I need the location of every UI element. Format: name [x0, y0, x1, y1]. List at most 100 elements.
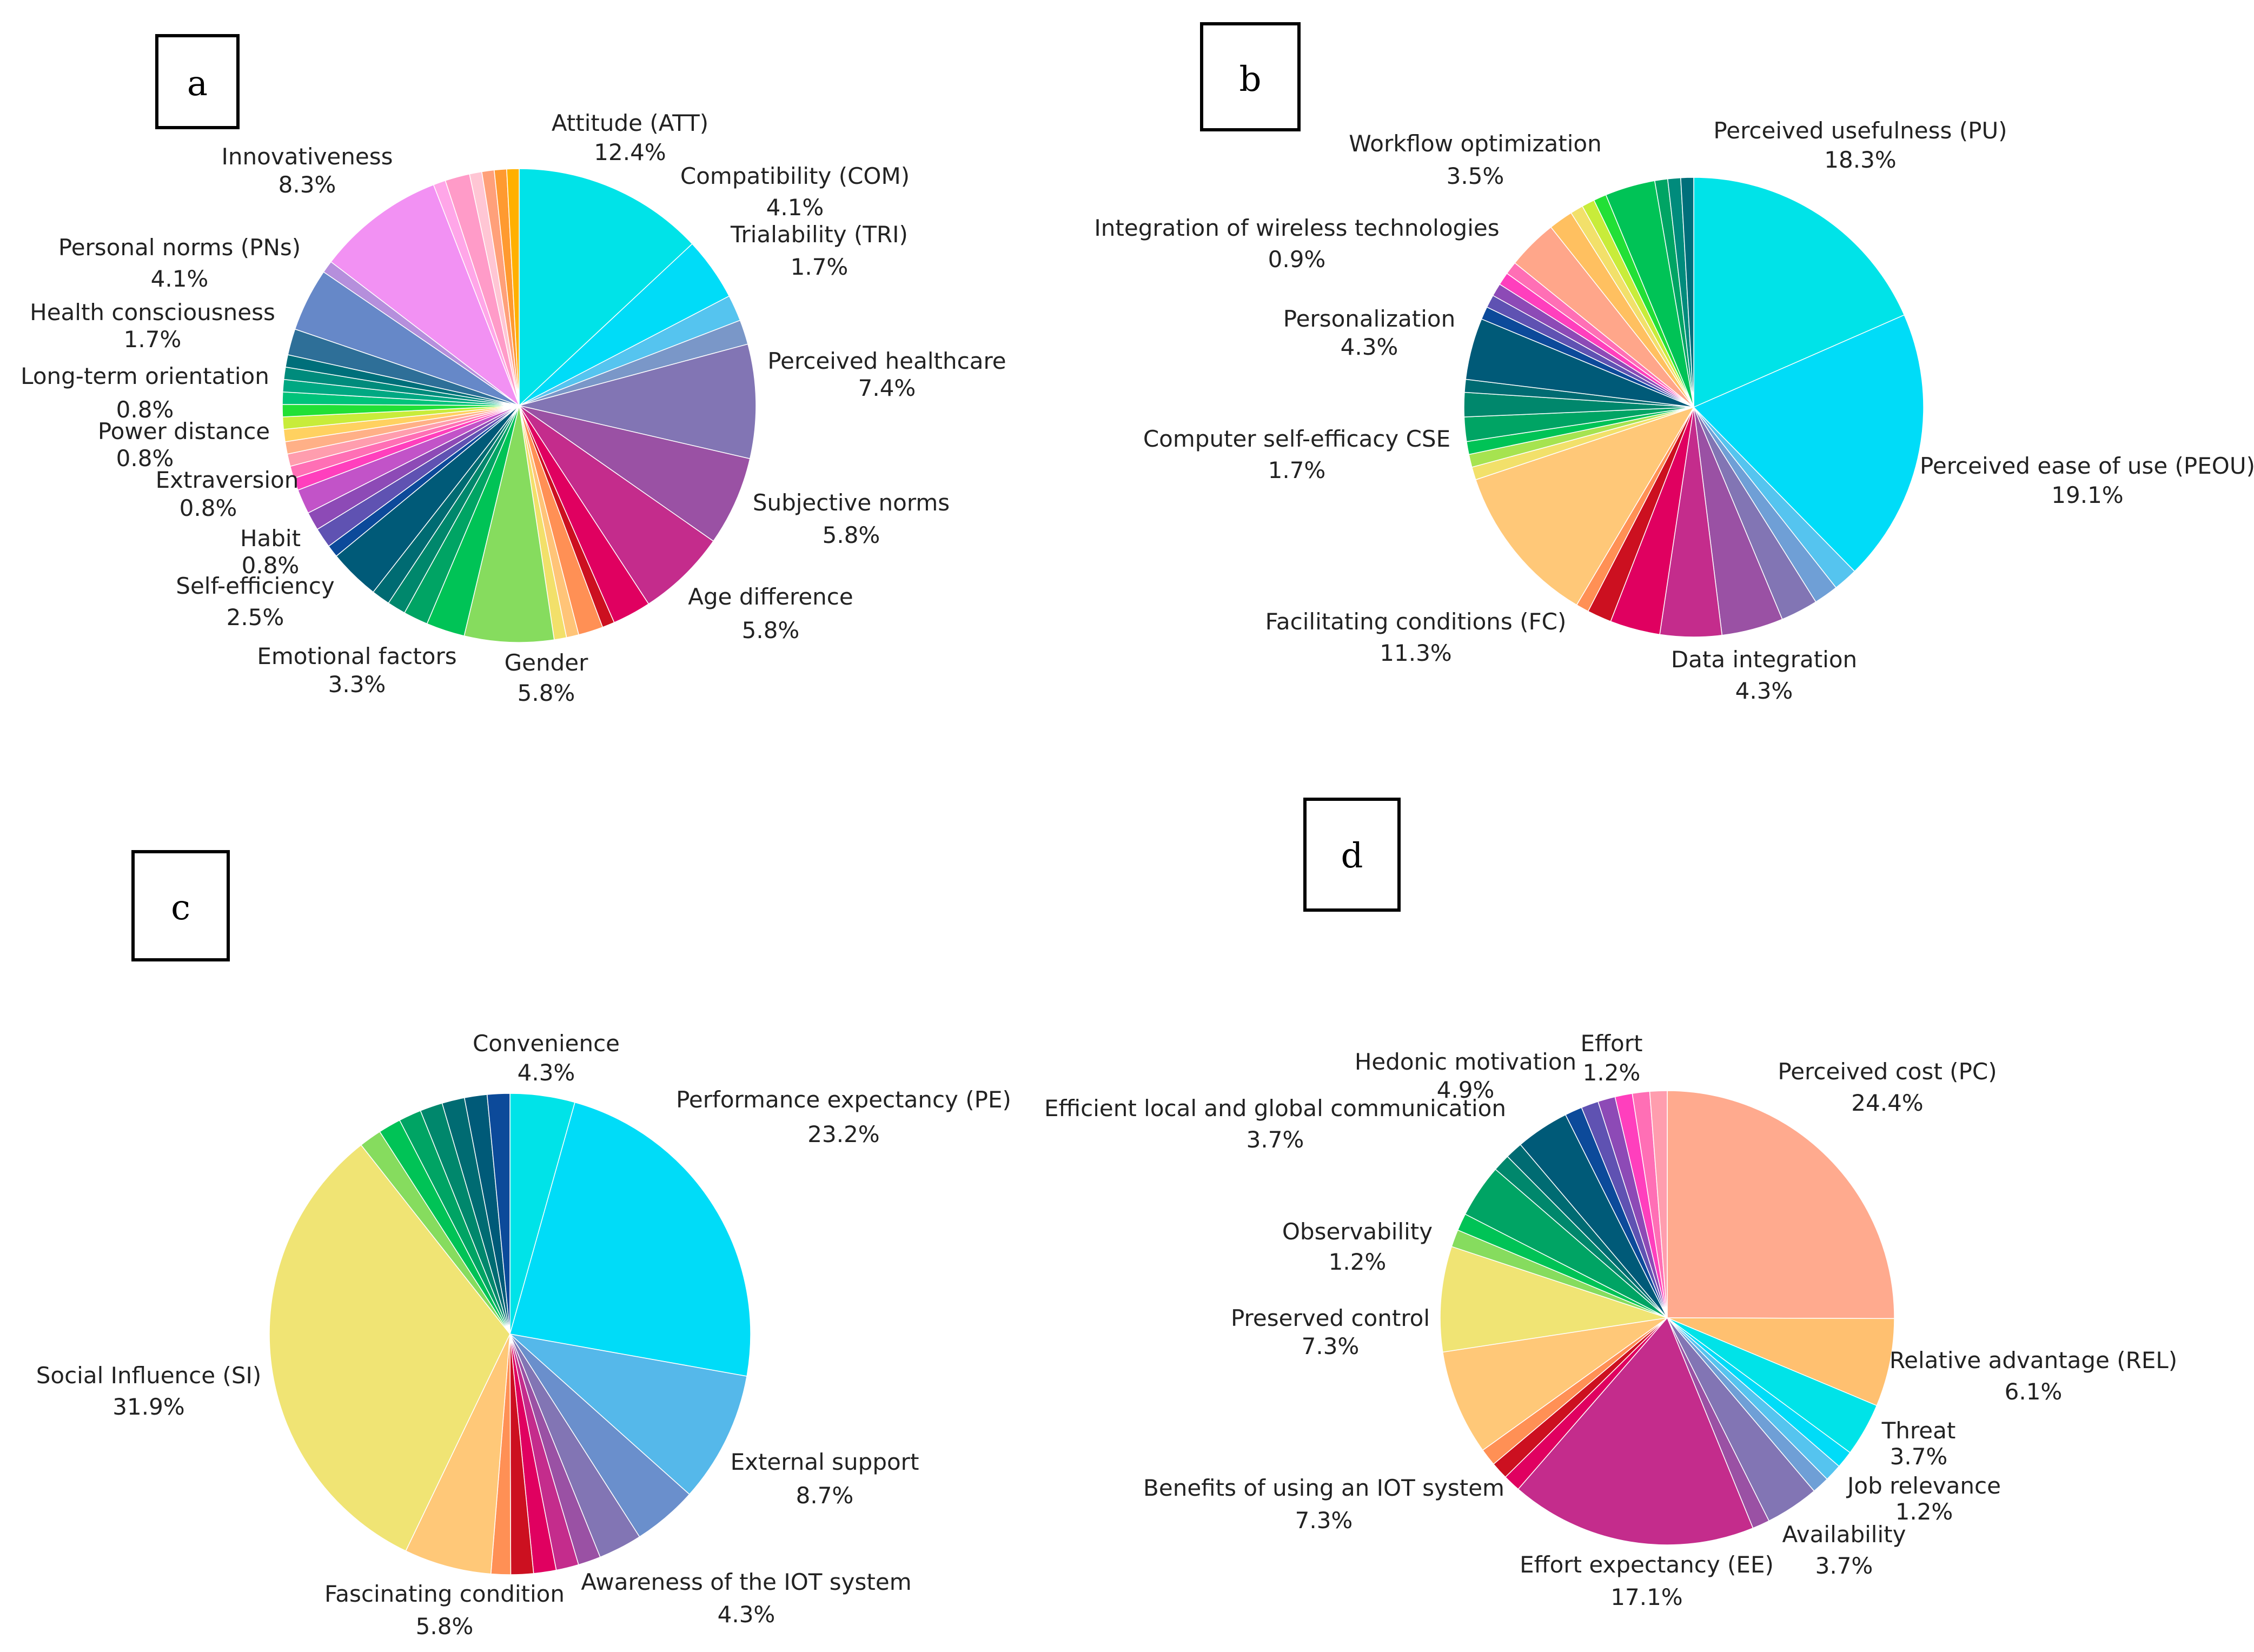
pct-social-influence: 31.9% — [112, 1394, 184, 1420]
label-benefits-iot: Benefits of using an IOT system — [1143, 1475, 1504, 1501]
label-extraversion: Extraversion — [156, 467, 299, 493]
panel-label-b: b — [1239, 59, 1262, 99]
panel-label-c: c — [171, 888, 190, 928]
label-awareness: Awareness of the IOT system — [581, 1569, 911, 1595]
pie-b-slice-facilitating-conditions-fc — [1475, 406, 1695, 606]
pie-b-slice-perceived-usefulness-pu — [1693, 177, 1905, 408]
pct-observability: 1.2% — [1329, 1249, 1387, 1275]
pct-extraversion: 0.8% — [180, 495, 237, 521]
label-hedonic-motivation: Hedonic motivation — [1355, 1049, 1576, 1075]
label-threat: Threat — [1881, 1417, 1956, 1444]
pct-gender: 5.8% — [518, 680, 575, 706]
pct-trialability: 1.7% — [791, 254, 848, 280]
pct-compatibility: 4.1% — [766, 194, 824, 221]
label-availability: Availability — [1782, 1521, 1906, 1548]
pct-awareness: 4.3% — [718, 1601, 775, 1628]
label-habit: Habit — [240, 525, 301, 552]
pie-a-slice-attitude-att — [519, 168, 693, 407]
panel-label-a: a — [187, 64, 208, 104]
pie-c-slice-external-support — [508, 1333, 747, 1495]
label-age-difference: Age difference — [688, 583, 853, 610]
pct-performance-expectancy: 23.2% — [807, 1121, 879, 1147]
pie-chart-d — [1440, 1090, 1895, 1545]
label-personal-norms: Personal norms (PNs) — [58, 234, 301, 261]
pie-d-slice-perceived-cost-pc — [1667, 1090, 1895, 1319]
pie-d-slice-relative-advantage-rel — [1667, 1317, 1895, 1406]
pct-workflow: 3.5% — [1447, 163, 1504, 189]
pie-c-slice-segment-19 — [486, 1093, 511, 1335]
label-relative-advantage: Relative advantage (REL) — [1890, 1347, 2177, 1374]
pie-b-slice-perceived-ease-of-use-peou — [1693, 314, 1924, 572]
pie-b-slice-segment-32 — [1680, 177, 1694, 408]
label-perceived-usefulness: Perceived usefulness (PU) — [1713, 117, 2007, 144]
label-perceived-cost: Perceived cost (PC) — [1778, 1058, 1997, 1085]
pct-preserved-control: 7.3% — [1302, 1333, 1360, 1359]
panel-label-d: d — [1341, 836, 1363, 876]
label-efficient-communication: Efficient local and global communication — [1044, 1095, 1506, 1122]
label-personalization: Personalization — [1283, 306, 1455, 332]
panel-label-a-box: a — [155, 34, 240, 129]
labels-a: Attitude (ATT) 12.4% Compatibility (COM)… — [21, 110, 1006, 706]
pct-effort: 1.2% — [1583, 1059, 1641, 1086]
label-external-support: External support — [731, 1449, 919, 1475]
pct-perceived-healthcare: 7.4% — [858, 375, 916, 401]
pct-attitude: 12.4% — [594, 139, 666, 165]
label-emotional-factors: Emotional factors — [257, 643, 456, 669]
pie-d-slice-segment-26 — [1649, 1090, 1668, 1318]
label-perceived-healthcare: Perceived healthcare — [767, 348, 1006, 374]
pie-c-slice-fascinating-condition — [405, 1333, 511, 1575]
label-gender: Gender — [505, 649, 589, 676]
pct-wireless: 0.9% — [1268, 246, 1326, 273]
pie-a-slice-segment-43 — [506, 168, 520, 406]
pie-chart-a — [282, 168, 757, 643]
panel-label-b-box: b — [1200, 22, 1301, 131]
pct-long-term-orientation: 0.8% — [116, 396, 174, 423]
label-social-influence: Social Influence (SI) — [36, 1362, 262, 1389]
pct-effort-expectancy: 17.1% — [1610, 1584, 1682, 1610]
label-fascinating-condition: Fascinating condition — [324, 1581, 565, 1607]
pct-hedonic-motivation: 4.9% — [1437, 1077, 1495, 1103]
label-power-distance: Power distance — [98, 418, 270, 444]
label-performance-expectancy: Performance expectancy (PE) — [676, 1086, 1011, 1113]
pie-chart-c — [269, 1093, 751, 1575]
label-attitude: Attitude (ATT) — [552, 110, 708, 136]
label-self-efficiency: Self-efficiency — [176, 573, 334, 599]
label-preserved-control: Preserved control — [1231, 1305, 1430, 1331]
pct-efficient-communication: 3.7% — [1247, 1126, 1304, 1153]
pct-cse: 1.7% — [1268, 457, 1326, 483]
panel-label-c-box: c — [131, 850, 230, 961]
pie-a-slice-subjective-norms — [519, 405, 751, 542]
pct-perceived-usefulness: 18.3% — [1824, 147, 1896, 173]
pie-d-slice-effort-expectancy-ee — [1517, 1317, 1754, 1545]
pie-a-slice-perceived-healthcare — [519, 343, 757, 460]
label-wireless: Integration of wireless technologies — [1094, 215, 1499, 241]
label-innovativeness: Innovativeness — [222, 143, 393, 170]
pct-habit: 0.8% — [242, 552, 300, 579]
pie-a-slice-gender — [463, 405, 555, 643]
pct-threat: 3.7% — [1890, 1443, 1948, 1470]
pie-c-slice-social-influence-si — [269, 1144, 511, 1552]
pct-job-relevance: 1.2% — [1895, 1498, 1953, 1525]
pie-d-slice-benefits-of-using-an-iot-system — [1442, 1317, 1668, 1451]
labels-b: Perceived usefulness (PU) 18.3% Perceive… — [1094, 117, 2254, 704]
label-long-term-orientation: Long-term orientation — [21, 363, 269, 389]
pct-perceived-cost: 24.4% — [1851, 1090, 1923, 1116]
label-data-integration: Data integration — [1671, 646, 1857, 673]
pct-power-distance: 0.8% — [116, 445, 174, 472]
label-subjective-norms: Subjective norms — [753, 489, 950, 516]
label-trialability: Trialability (TRI) — [730, 221, 908, 248]
pct-external-support: 8.7% — [796, 1482, 854, 1509]
pct-innovativeness: 8.3% — [279, 171, 336, 198]
label-compatibility: Compatibility (COM) — [680, 163, 910, 189]
pct-convenience: 4.3% — [518, 1059, 575, 1086]
pie-chart-b — [1463, 177, 1924, 638]
pie-d-slice-preserved-control — [1440, 1246, 1668, 1353]
pie-a-slice-segment-7 — [519, 405, 714, 605]
label-effort: Effort — [1581, 1030, 1643, 1057]
labels-d: Perceived cost (PC) 24.4% Relative advan… — [1044, 1030, 2177, 1610]
pct-availability: 3.7% — [1815, 1553, 1873, 1579]
pie-c-slice-performance-expectancy-pe — [509, 1102, 751, 1377]
label-cse: Computer self-efficacy CSE — [1143, 426, 1450, 452]
label-observability: Observability — [1282, 1218, 1433, 1245]
